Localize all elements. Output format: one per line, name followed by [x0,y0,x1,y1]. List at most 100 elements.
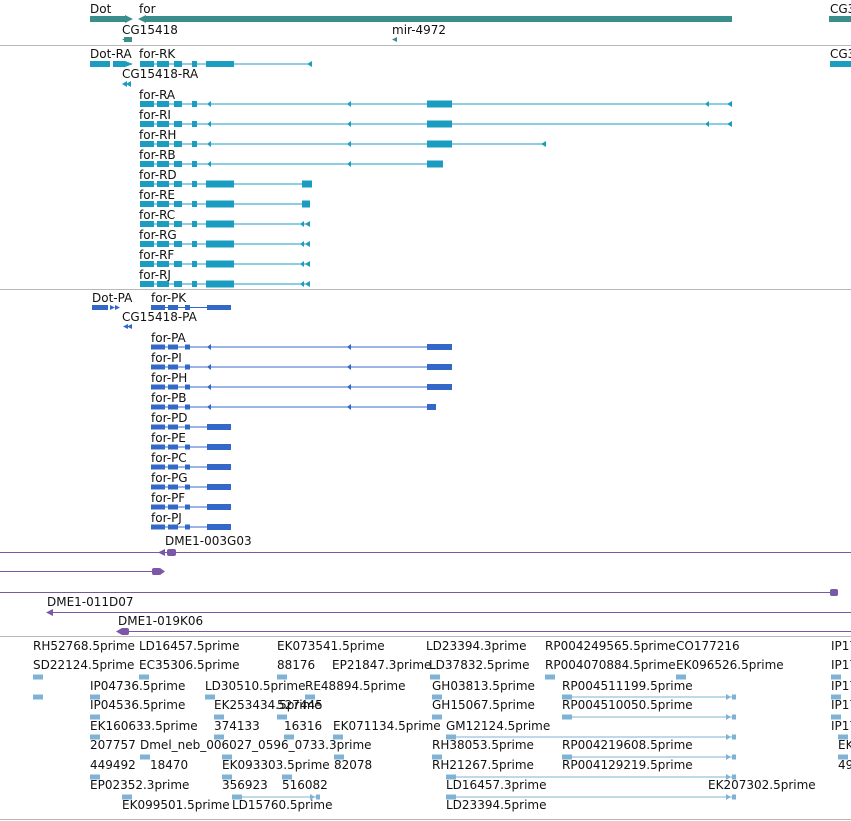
gene-mir-4972[interactable]: mir-4972 [392,23,446,42]
est-feature[interactable] [33,694,43,700]
cds-cg15418-pa[interactable]: CG15418-PA [122,310,198,329]
est-label[interactable]: EC35306.5prime [139,658,240,672]
est-label[interactable]: RP004511199.5prime [562,679,693,693]
est-label[interactable]: EK253434.5prime [214,698,322,712]
est-feature[interactable] [139,674,149,680]
est-label[interactable]: RP004510050.5prime [562,698,693,712]
est-label[interactable]: 16316 [284,719,322,733]
transcript-row[interactable]: for-RJ [139,268,310,288]
cds-row[interactable]: for-PH [151,371,452,390]
est-feature[interactable] [214,714,224,720]
est-feature[interactable] [432,754,442,760]
est-label[interactable]: 449492 [90,758,136,772]
cds-for-pk[interactable]: for-PK [151,291,231,310]
est-label[interactable]: RP004070884.5prime [545,658,676,672]
est-label[interactable]: EK160633.5prime [90,719,198,733]
transcript-for-rk[interactable]: for-RK [139,47,312,67]
est-feature[interactable] [33,674,43,680]
gene-dot[interactable]: Dot [90,2,133,23]
est-feature[interactable] [284,734,294,740]
est-label[interactable]: 18470 [150,758,188,772]
cds-row[interactable]: for-PD [151,411,231,430]
est-feature[interactable] [446,774,736,780]
cds-row[interactable]: for-PF [151,491,231,510]
est-feature[interactable] [214,734,224,740]
est-feature[interactable] [305,694,315,700]
est-label[interactable]: IP17 [831,679,851,693]
cds-row[interactable]: for-PI [151,351,452,370]
est-feature[interactable] [831,674,841,680]
est-label[interactable]: SD22124.5prime [33,658,134,672]
est-label[interactable]: IP17 [831,698,851,712]
est-label[interactable]: LD30510.5prime [205,679,306,693]
est-label[interactable]: IP17 [831,719,851,733]
est-feature[interactable] [430,674,440,680]
transcript-cg15418-ra[interactable]: CG15418-RA [122,67,199,87]
transcript-row[interactable]: for-RF [139,248,310,268]
est-feature[interactable] [562,714,736,720]
est-label[interactable]: 356923 [222,778,268,792]
est-label[interactable]: LD37832.5prime [429,658,530,672]
transcript-row[interactable]: for-RI [139,108,732,128]
est-feature[interactable] [205,694,215,700]
est-label[interactable]: EK093303.5prime [222,758,330,772]
est-feature[interactable] [90,774,100,780]
est-feature[interactable] [562,694,736,700]
est-feature[interactable] [122,794,132,800]
est-feature[interactable] [838,734,848,740]
est-label[interactable]: EK073541.5prime [277,639,385,653]
transcript-row[interactable]: for-RA [139,88,732,108]
est-label[interactable]: EK071134.5prime [333,719,441,733]
est-label[interactable]: 374133 [214,719,260,733]
est-label[interactable]: EK099501.5prime [122,798,230,812]
est-feature[interactable] [334,754,344,760]
est-label[interactable]: GH03813.5prime [432,679,535,693]
transcript-dot-ra[interactable]: Dot-RA [90,47,133,67]
est-feature[interactable] [333,734,343,740]
cds-row[interactable]: for-PG [151,471,231,490]
est-label[interactable]: RH21267.5prime [432,758,534,772]
gene-cg3[interactable]: CG3 [829,2,851,22]
transcript-cg3[interactable]: CG3 [830,47,851,67]
est-feature[interactable] [222,754,232,760]
transcript-row[interactable]: for-RD [139,168,312,188]
est-label[interactable]: LD15760.5prime [232,798,333,812]
transcript-row[interactable]: for-RC [139,208,310,228]
est-feature[interactable] [838,754,848,760]
cds-row[interactable]: for-PE [151,431,231,450]
est-label[interactable]: RH38053.5prime [432,738,534,752]
transcript-row[interactable]: for-RH [139,128,546,148]
est-label[interactable]: CO177216 [676,639,740,653]
est-label[interactable]: RP004219608.5prime [562,738,693,752]
est-label[interactable]: 88176 [277,658,315,672]
est-feature[interactable] [432,694,442,700]
est-feature[interactable] [831,714,841,720]
est-label[interactable]: RH52768.5prime [33,639,135,653]
est-label[interactable]: IP04536.5prime [90,698,185,712]
est-label[interactable]: GM12124.5prime [446,719,550,733]
est-label[interactable]: 82078 [334,758,372,772]
cds-row[interactable]: for-PC [151,451,231,470]
est-label[interactable]: RE48894.5prime [305,679,406,693]
est-feature[interactable] [282,774,292,780]
transcript-row[interactable]: for-RE [139,188,310,208]
est-label[interactable]: 527445 [277,698,323,712]
est-feature[interactable] [90,734,100,740]
est-label[interactable]: LD23394.3prime [426,639,527,653]
est-label[interactable]: EK096526.5prime [676,658,784,672]
est-feature[interactable] [277,674,287,680]
est-feature[interactable] [277,714,287,720]
cds-row[interactable]: for-PA [151,331,452,350]
est-label[interactable]: 207757 [90,738,136,752]
est-label[interactable]: EK207302.5prime [708,778,816,792]
est-label[interactable]: 516082 [282,778,328,792]
est-feature[interactable] [545,674,555,680]
cds-row[interactable]: for-PJ [151,511,231,530]
gene-for[interactable]: for [138,2,732,23]
clone-dme1-003g03[interactable]: DME1-003G03 [158,534,252,556]
est-label[interactable]: Dmel_neb_006027_0596_0733.3prime [140,738,372,752]
est-label[interactable]: RP004249565.5prime [545,639,676,653]
est-label[interactable]: LD23394.5prime [446,798,547,812]
est-label[interactable]: EK [838,738,851,752]
est-feature[interactable] [232,794,320,800]
